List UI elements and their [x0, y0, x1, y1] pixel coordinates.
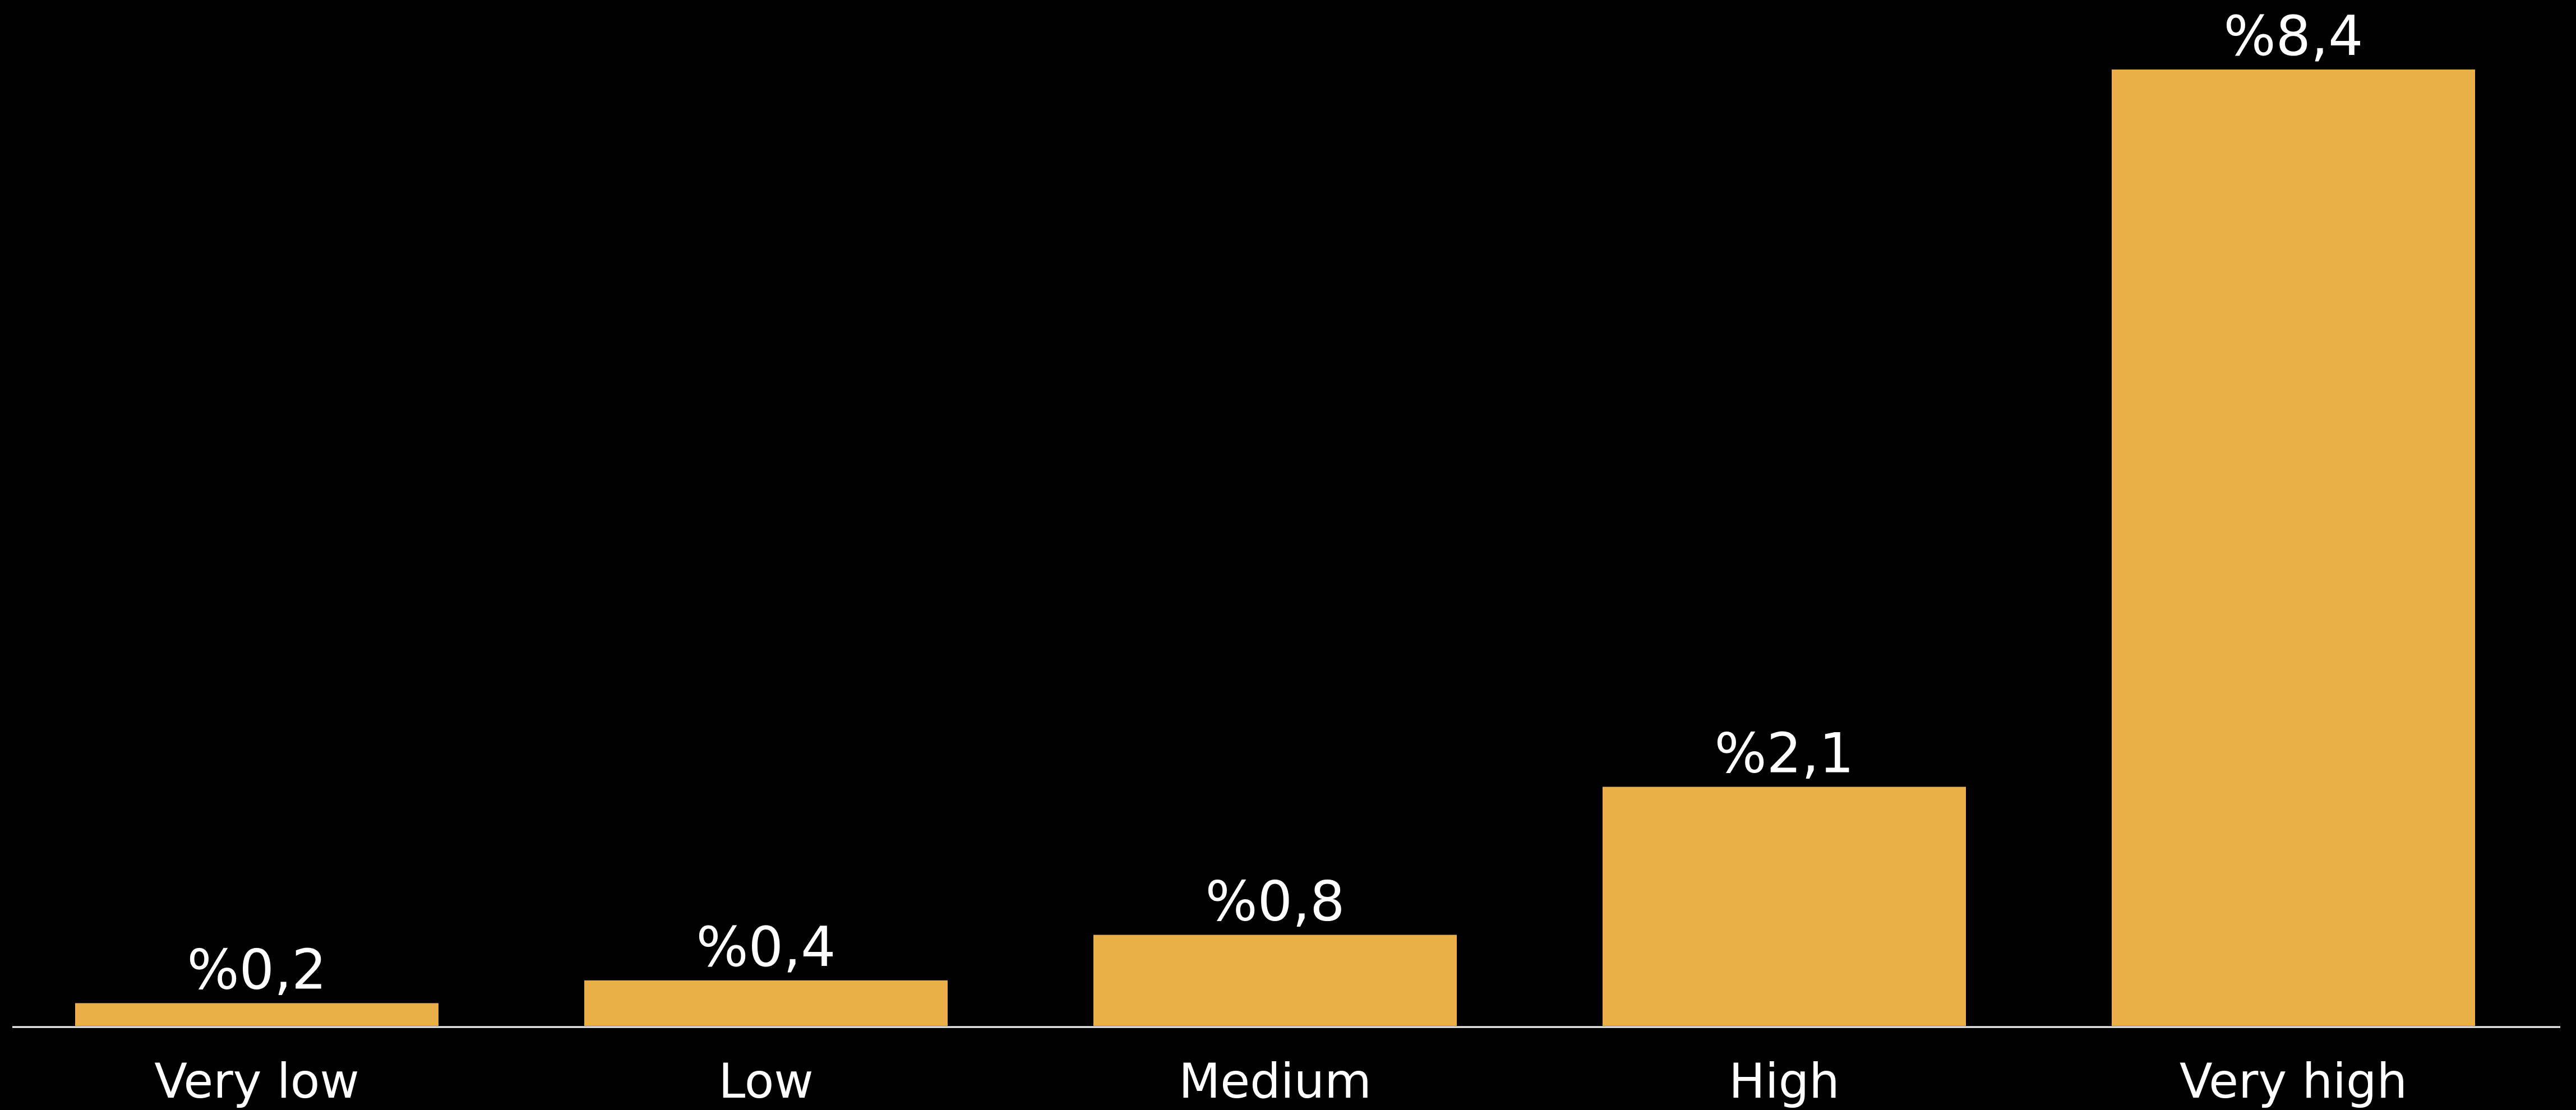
data-label-very-low: %0,2	[187, 938, 327, 1002]
x-tick-label-low: Low	[718, 1053, 813, 1109]
bar-very-low	[75, 1003, 438, 1026]
x-tick-label-high: High	[1729, 1053, 1840, 1109]
data-label-medium: %0,8	[1206, 870, 1345, 934]
bar-medium	[1093, 935, 1457, 1026]
x-tick-label-very-high: Very high	[2180, 1053, 2407, 1109]
data-label-high: %2,1	[1715, 722, 1854, 786]
x-tick-label-very-low: Very low	[154, 1053, 359, 1109]
x-tick-label-medium: Medium	[1179, 1053, 1372, 1109]
bar-high	[1603, 787, 1966, 1026]
bar-very-high	[2112, 70, 2475, 1026]
data-label-low: %0,4	[696, 915, 836, 979]
bar-low	[584, 980, 948, 1026]
data-label-very-high: %8,4	[2224, 4, 2363, 68]
